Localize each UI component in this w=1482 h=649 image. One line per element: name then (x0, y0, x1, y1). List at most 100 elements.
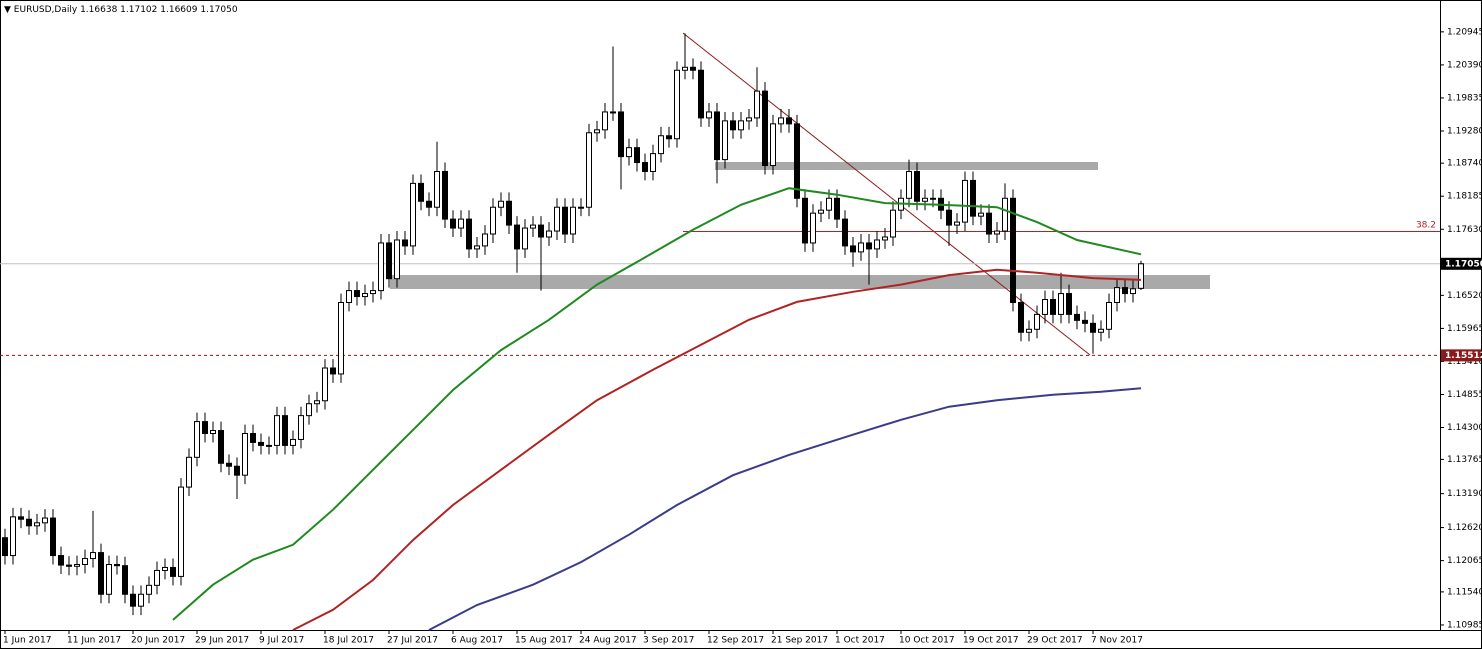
candle-body (1122, 287, 1128, 295)
candle-body (754, 90, 760, 119)
candle-body (866, 242, 872, 250)
x-tick-label: 6 Aug 2017 (451, 636, 503, 646)
candle-body (186, 456, 192, 488)
candle-body (50, 517, 56, 557)
candle-body (170, 566, 176, 577)
candle-body (42, 517, 48, 524)
candle-body (530, 224, 536, 229)
candle-body (554, 206, 560, 232)
candle-body (258, 441, 264, 446)
candle-body (394, 239, 400, 280)
candle-body (402, 239, 408, 247)
candle-body (618, 111, 624, 158)
candle-body (490, 206, 496, 235)
candle-body (18, 516, 24, 520)
candle-body (362, 293, 368, 298)
y-tick-label: 1.16520 (1447, 291, 1482, 301)
candle-body (298, 415, 304, 440)
y-tick-label: 1.13190 (1447, 489, 1482, 499)
candle-body (546, 230, 552, 238)
candle-body (586, 132, 592, 208)
candle-body (658, 135, 664, 155)
candle-body (66, 564, 72, 567)
candle-body (538, 224, 544, 238)
candle-body (250, 432, 256, 443)
candle-body (722, 120, 728, 161)
y-tick-label: 1.14855 (1447, 390, 1482, 400)
chart-title: ▼ EURUSD,Daily 1.16638 1.17102 1.16609 1… (4, 5, 238, 15)
ohlc-high: 1.17102 (120, 5, 157, 15)
x-tick-label: 1 Jun 2017 (3, 636, 51, 646)
candle-body (34, 522, 40, 527)
candle-body (1026, 328, 1032, 333)
y-tick-label: 1.14300 (1447, 423, 1482, 433)
candle-body (738, 120, 744, 131)
candle-body (842, 218, 848, 247)
x-tick-label: 18 Jul 2017 (323, 636, 374, 646)
candle-body (850, 245, 856, 253)
candle-body (154, 569, 160, 586)
candle-body (442, 170, 448, 220)
candle-body (122, 565, 128, 595)
candle-body (946, 209, 952, 226)
candle-body (1082, 319, 1088, 324)
candle-body (642, 162, 648, 172)
candle-body (418, 182, 424, 202)
support-price-tag (1441, 349, 1481, 362)
candle-body (226, 462, 232, 467)
candle-body (194, 421, 200, 458)
candle-body (746, 117, 752, 122)
candle-body (602, 111, 608, 131)
candle-body (562, 206, 568, 235)
candle-body (986, 212, 992, 235)
ohlc-low: 1.16609 (160, 5, 197, 15)
x-tick-label: 15 Aug 2017 (515, 636, 573, 646)
y-tick-label: 1.19280 (1447, 127, 1482, 137)
candle-body (202, 421, 208, 434)
candle-body (306, 403, 312, 417)
candle-body (874, 239, 880, 250)
candle-body (1074, 313, 1080, 321)
resistance-zone (715, 162, 1098, 170)
x-tick-label: 20 Jun 2017 (131, 636, 185, 646)
x-tick-label: 19 Oct 2017 (963, 636, 1019, 646)
candle-body (994, 230, 1000, 235)
candle-body (954, 221, 960, 226)
y-tick-label: 1.13765 (1447, 455, 1482, 465)
candle-body (378, 242, 384, 292)
x-tick-label: 12 Sep 2017 (707, 636, 764, 646)
y-tick-label: 1.18740 (1447, 159, 1482, 169)
candle-body (322, 367, 328, 402)
candle-body (650, 153, 656, 172)
candle-body (426, 200, 432, 208)
candle-body (834, 197, 840, 220)
candle-body (474, 245, 480, 250)
candle-body (1034, 313, 1040, 330)
candle-body (506, 200, 512, 226)
ohlc-open: 1.16638 (80, 5, 117, 15)
candle-body (802, 197, 808, 244)
candle-body (338, 301, 344, 375)
x-tick-label: 3 Sep 2017 (643, 636, 694, 646)
candle-body (1010, 197, 1016, 303)
candle-body (594, 129, 600, 134)
candle-body (1114, 287, 1120, 303)
moving-average (172, 187, 1142, 621)
candle-body (498, 200, 504, 208)
ohlc-close: 1.17050 (200, 5, 237, 15)
candle-body (330, 367, 336, 375)
candle-body (810, 212, 816, 244)
candle-body (610, 111, 616, 114)
candle-body (482, 233, 488, 247)
candle-body (906, 170, 912, 199)
candle-body (978, 212, 984, 217)
candle-body (1090, 322, 1096, 333)
candle-body (1002, 197, 1008, 232)
x-tick-label: 10 Oct 2017 (899, 636, 955, 646)
candle-body (626, 147, 632, 158)
candle-body (370, 290, 376, 295)
candle-body (138, 593, 144, 607)
y-tick-label: 1.11540 (1447, 587, 1482, 597)
candle-body (1098, 328, 1104, 333)
x-tick-label: 11 Jun 2017 (67, 636, 121, 646)
